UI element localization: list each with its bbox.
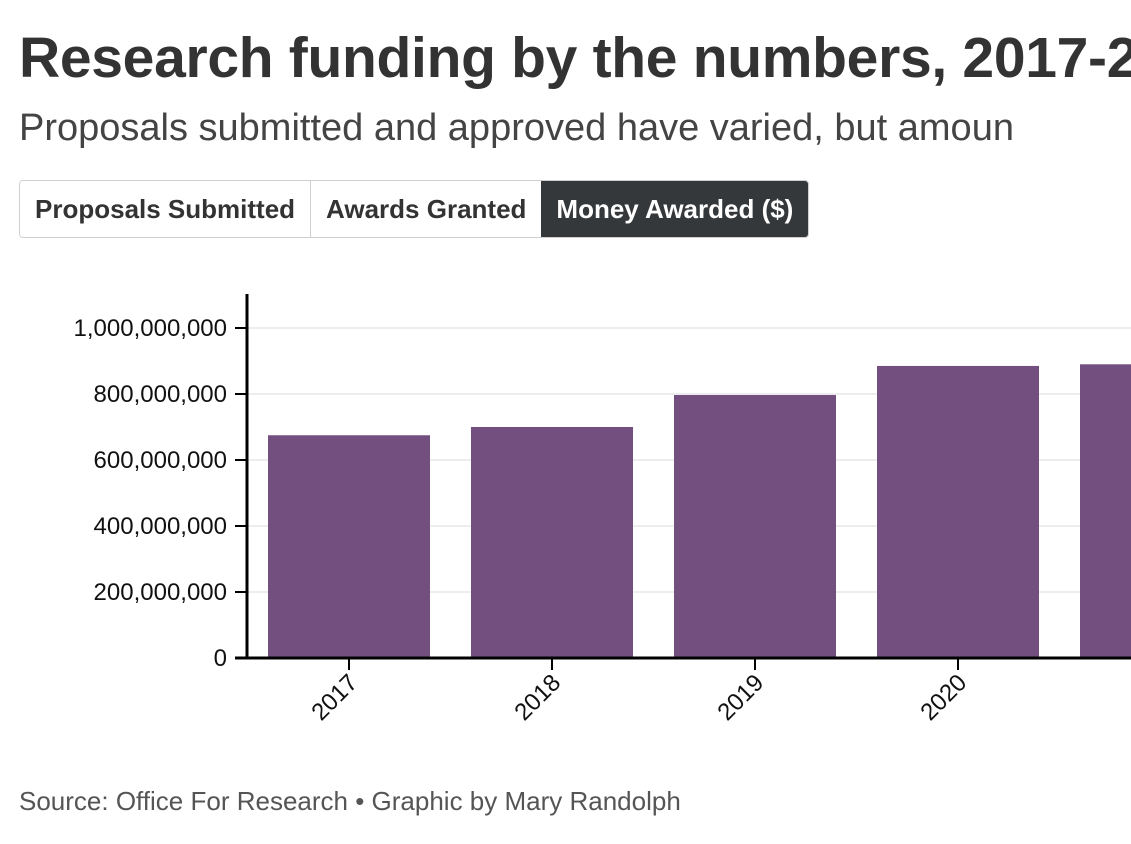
- metric-tabs: Proposals Submitted Awards Granted Money…: [19, 180, 810, 238]
- x-tick-label: 2019: [712, 669, 769, 726]
- bars: [268, 364, 1131, 658]
- source-note: Source: Office For Research • Graphic by…: [19, 786, 681, 816]
- x-tick-label: 2018: [509, 669, 566, 726]
- x-tick-label: 2020: [915, 669, 972, 726]
- x-tick-label: 2017: [306, 669, 363, 726]
- y-tick-label: 1,000,000,000: [74, 315, 227, 342]
- bar: [674, 394, 836, 658]
- tab-awards-granted[interactable]: Awards Granted: [310, 181, 542, 237]
- tab-proposals-submitted[interactable]: Proposals Submitted: [20, 181, 311, 237]
- y-tick-label: 200,000,000: [94, 579, 227, 606]
- y-tick-label: 800,000,000: [94, 381, 227, 408]
- y-tick-label: 400,000,000: [94, 513, 227, 540]
- bar: [471, 427, 633, 658]
- bar: [268, 435, 430, 658]
- y-tick-label: 0: [214, 645, 227, 672]
- chart-subtitle: Proposals submitted and approved have va…: [19, 107, 1014, 149]
- bar: [877, 365, 1039, 658]
- bar-chart: 0 200,000,000 400,000,000 600,000,000 800,00…: [74, 294, 1131, 726]
- bar: [1080, 364, 1131, 658]
- chart-title: Research funding by the numbers, 2017-2: [19, 26, 1131, 90]
- tab-money-awarded[interactable]: Money Awarded ($): [541, 181, 809, 237]
- y-tick-label: 600,000,000: [94, 447, 227, 474]
